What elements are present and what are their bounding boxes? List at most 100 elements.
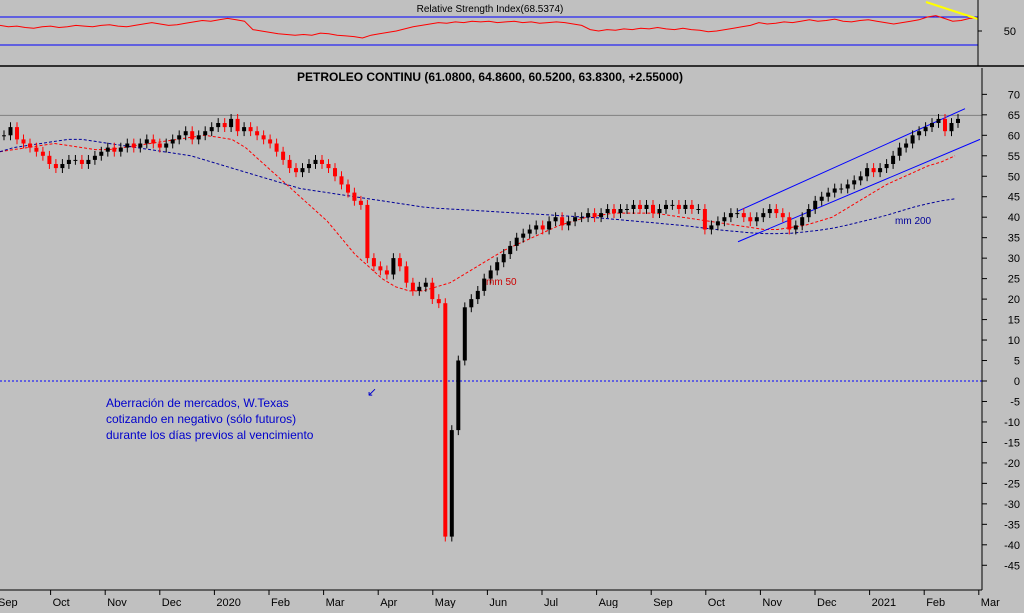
candle-body: [852, 180, 857, 185]
candle-body: [586, 213, 591, 218]
price-y-tick-label: 40: [1008, 212, 1020, 224]
price-y-tick-label: 65: [1008, 110, 1020, 122]
candle-body: [216, 123, 221, 128]
price-y-tick-label: 0: [1014, 376, 1020, 388]
note-arrow-icon: ↙: [367, 385, 377, 399]
candle-body: [287, 159, 292, 169]
candle-body: [313, 159, 318, 164]
candle-body: [521, 233, 526, 238]
candle-body: [638, 204, 642, 209]
candle-body: [21, 139, 26, 144]
price-y-tick-label: -40: [1004, 540, 1020, 552]
candle-body: [417, 286, 422, 291]
candle-body: [203, 131, 208, 136]
note-line-3: durante los días previos al vencimiento: [106, 428, 314, 442]
candle-body: [384, 270, 389, 275]
candle-body: [456, 360, 461, 431]
candle-body: [845, 184, 850, 189]
rsi-trend-line: [925, 1, 979, 20]
candle-body: [943, 118, 947, 132]
candle-body: [761, 213, 766, 218]
candle-body: [553, 217, 558, 222]
candle-body: [540, 225, 545, 230]
candle-body: [346, 184, 350, 193]
candle-body: [514, 237, 519, 246]
price-x-tick-label: Feb: [271, 597, 290, 608]
candle-body: [151, 139, 156, 144]
candle-body: [956, 118, 960, 123]
candle-body: [664, 204, 668, 209]
rsi-tick-label: 50: [1004, 26, 1016, 38]
candle-body: [573, 217, 578, 222]
candle-body: [547, 221, 552, 230]
candle-body: [696, 209, 701, 210]
price-x-tick-label: Oct: [708, 597, 725, 608]
candle-body: [118, 147, 123, 152]
candle-body: [826, 192, 831, 197]
price-x-tick-label: Mar: [981, 597, 1000, 608]
candle-body: [326, 164, 331, 169]
candle-body: [936, 118, 941, 123]
candle-body: [735, 213, 740, 215]
candle-body: [255, 131, 260, 136]
candle-body: [300, 168, 305, 173]
price-y-tick-label: 60: [1008, 130, 1020, 142]
price-y-tick-label: 5: [1014, 356, 1020, 368]
candle-body: [793, 225, 798, 230]
price-x-tick-label: Dec: [162, 597, 182, 608]
price-x-tick-label: Feb: [926, 597, 945, 608]
channel-lower-line: [737, 138, 981, 243]
candle-body: [339, 176, 344, 185]
price-y-tick-label: 15: [1008, 315, 1020, 327]
candle-body: [501, 254, 506, 263]
candle-body: [806, 209, 811, 218]
candle-body: [53, 164, 58, 169]
candle-body: [268, 139, 273, 144]
candle-body: [235, 118, 240, 132]
price-x-axis: Sep Oct Nov Dec 2020 Feb Mar Apr May Jun Jul Aug Sep…: [0, 589, 1000, 609]
candle-body: [787, 217, 792, 230]
candle-body: [930, 123, 934, 128]
candle-body: [112, 147, 117, 152]
price-y-tick-label: -35: [1004, 519, 1020, 531]
candle-body: [871, 168, 876, 173]
mm50-label: mm 50: [486, 277, 517, 288]
candle-body: [320, 159, 324, 164]
price-x-tick-label: Sep: [653, 597, 673, 608]
price-y-tick-label: 50: [1008, 171, 1020, 183]
candle-body: [443, 303, 448, 537]
rsi-line: [0, 15, 979, 39]
candle-body: [813, 200, 818, 209]
candle-body: [248, 127, 253, 132]
candle-body: [651, 204, 655, 214]
candle-body: [910, 135, 915, 144]
candle-body: [482, 278, 487, 291]
candle-body: [475, 290, 480, 300]
price-y-tick-label: 35: [1008, 233, 1020, 245]
candle-body: [410, 282, 415, 291]
price-y-tick-label: -5: [1010, 396, 1020, 408]
candle-body: [832, 188, 837, 193]
candle-body: [897, 147, 902, 156]
candle-body: [183, 131, 188, 136]
mm200-label: mm 200: [895, 216, 932, 227]
price-y-tick-label: -30: [1004, 499, 1020, 511]
candle-body: [92, 155, 97, 160]
candle-body: [839, 188, 844, 190]
candle-body: [40, 151, 45, 156]
price-x-tick-label: Jul: [544, 597, 558, 608]
candle-body: [923, 127, 928, 132]
candle-body: [819, 196, 824, 201]
candle-body: [495, 262, 500, 271]
price-y-tick-label: -20: [1004, 458, 1020, 470]
candle-body: [436, 299, 441, 304]
trend-channel: [737, 108, 981, 243]
candle-body: [397, 258, 402, 267]
channel-upper-line: [737, 108, 966, 212]
price-y-tick-label: 20: [1008, 294, 1020, 306]
note-line-2: cotizando en negativo (sólo futuros): [106, 412, 296, 426]
candle-body: [618, 209, 623, 214]
candle-body: [261, 135, 266, 140]
candle-body: [371, 258, 376, 267]
candle-body: [592, 213, 597, 218]
